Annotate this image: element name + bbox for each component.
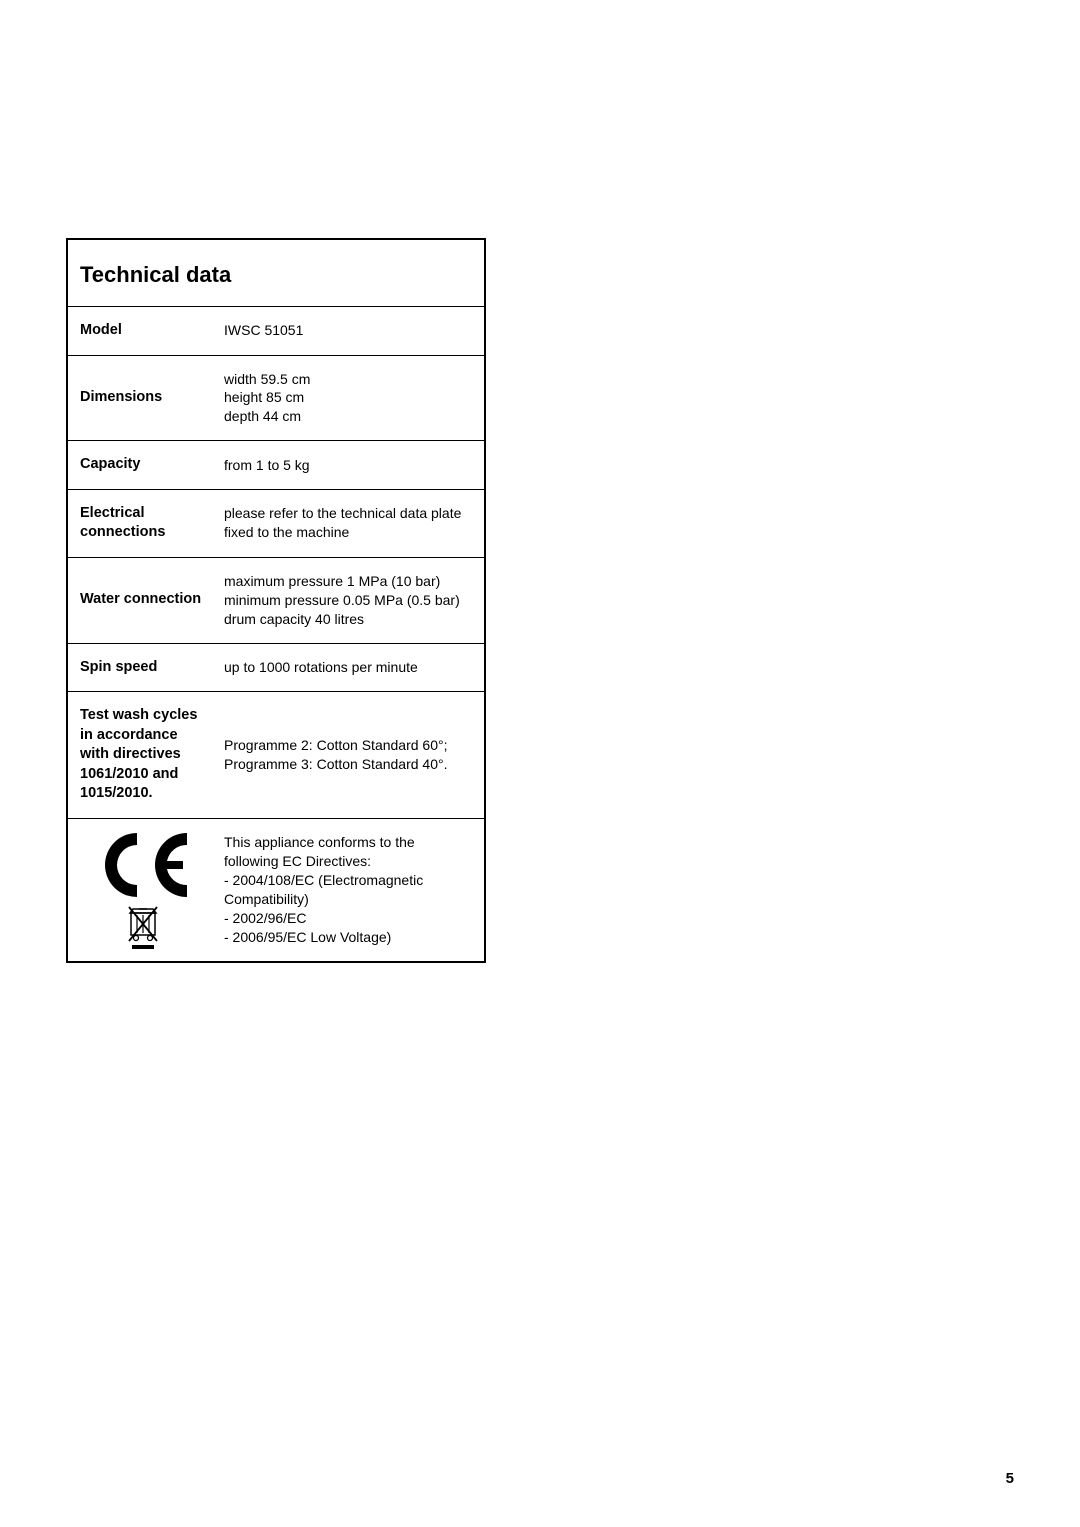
table-row: Water connection maximum pressure 1 MPa … — [68, 558, 484, 644]
page-number: 5 — [1006, 1470, 1014, 1487]
row-value-compliance: This appliance conforms to the following… — [218, 819, 484, 961]
table-title: Technical data — [80, 262, 472, 288]
table-header: Technical data — [68, 240, 484, 307]
row-label-water: Water connection — [68, 558, 218, 643]
row-value-water: maximum pressure 1 MPa (10 bar)minimum p… — [218, 558, 484, 643]
row-label-dimensions: Dimensions — [68, 356, 218, 441]
ce-mark-icon — [93, 829, 193, 901]
row-label-capacity: Capacity — [68, 441, 218, 489]
table-row: Electrical connections please refer to t… — [68, 490, 484, 558]
row-label-electrical: Electrical connections — [68, 490, 218, 557]
row-value-electrical: please refer to the technical data plate… — [218, 490, 484, 557]
row-label-testwash: Test wash cycles in accordance with dire… — [68, 692, 218, 818]
row-value-capacity: from 1 to 5 kg — [218, 441, 484, 489]
row-value-dimensions: width 59.5 cmheight 85 cmdepth 44 cm — [218, 356, 484, 441]
table-row: Model IWSC 51051 — [68, 307, 484, 356]
row-value-testwash: Programme 2: Cotton Standard 60°;Program… — [218, 692, 484, 818]
table-row: Test wash cycles in accordance with dire… — [68, 692, 484, 819]
table-row: Dimensions width 59.5 cmheight 85 cmdept… — [68, 356, 484, 442]
weee-bin-icon — [125, 905, 161, 951]
table-row-compliance: This appliance conforms to the following… — [68, 819, 484, 961]
technical-data-table: Technical data Model IWSC 51051 Dimensio… — [66, 238, 486, 963]
row-label-model: Model — [68, 307, 218, 355]
table-row: Spin speed up to 1000 rotations per minu… — [68, 644, 484, 693]
row-value-model: IWSC 51051 — [218, 307, 484, 355]
row-label-spin: Spin speed — [68, 644, 218, 692]
compliance-icons — [68, 819, 218, 961]
row-value-spin: up to 1000 rotations per minute — [218, 644, 484, 692]
table-row: Capacity from 1 to 5 kg — [68, 441, 484, 490]
